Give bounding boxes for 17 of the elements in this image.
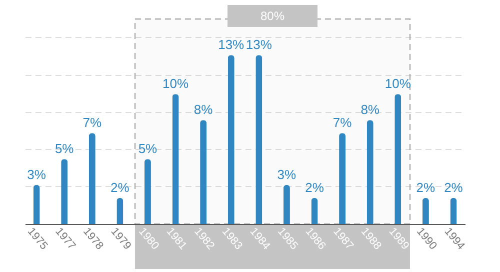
data-label: 2% (110, 180, 130, 196)
data-label: 3% (277, 167, 297, 182)
data-label: 13% (246, 37, 272, 52)
data-label: 8% (360, 102, 380, 118)
data-label: 13% (218, 37, 245, 52)
band-label: 80% (260, 9, 285, 23)
data-label: 5% (54, 141, 74, 156)
data-label: 2% (444, 180, 464, 196)
data-label: 10% (384, 76, 412, 92)
data-label: 8% (194, 102, 214, 118)
data-label: 5% (138, 141, 158, 156)
data-label: 2% (416, 180, 436, 196)
data-label: 10% (162, 76, 189, 92)
data-label: 7% (82, 115, 102, 130)
data-label: 3% (27, 167, 46, 182)
data-label: 7% (332, 115, 352, 130)
data-label: 2% (305, 180, 324, 196)
